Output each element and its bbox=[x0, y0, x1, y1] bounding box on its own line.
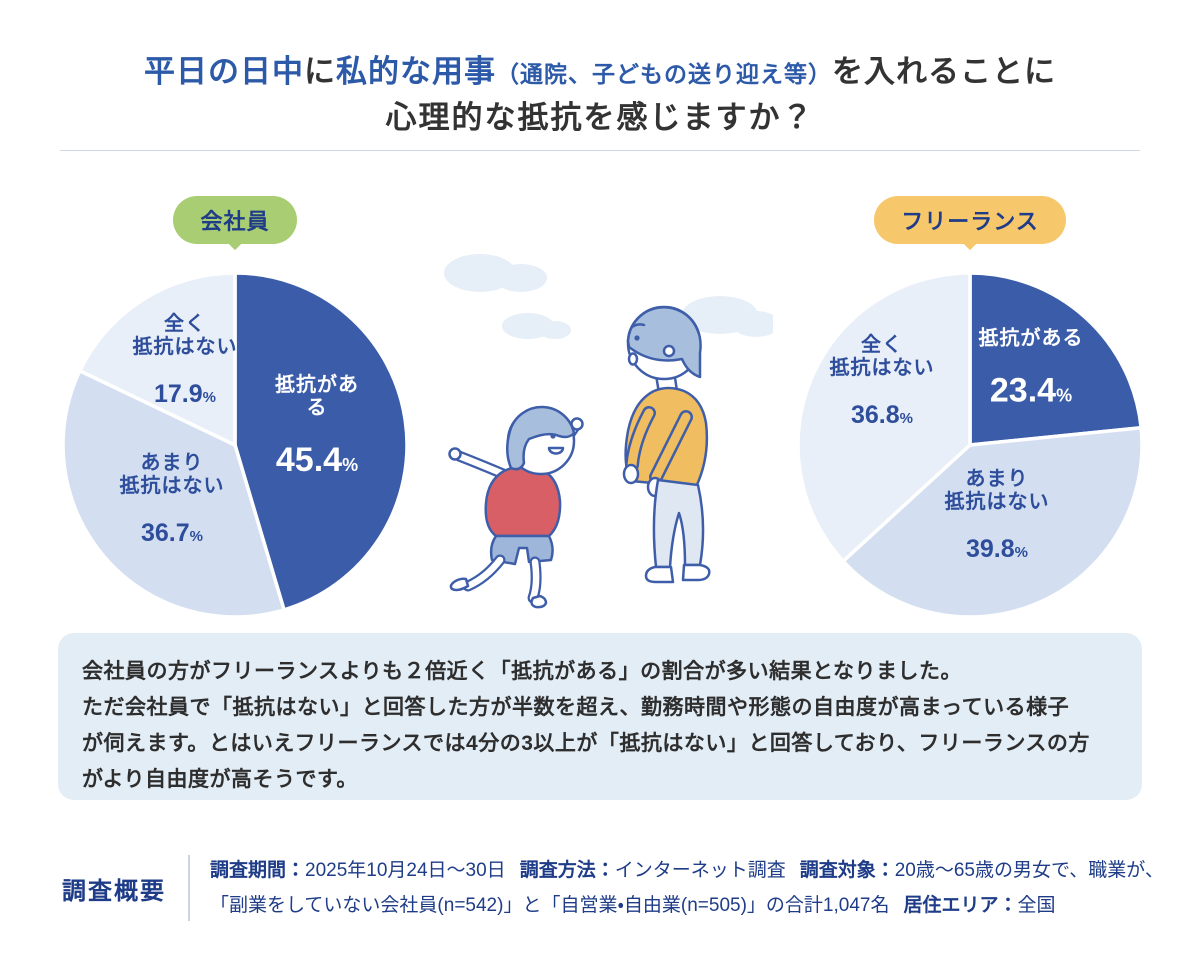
pie-chart-employee: 抵抗がある 45.4% あまり 抵抗はない 36.7% 全く 抵抗はない 17.… bbox=[60, 270, 410, 620]
pie-slice bbox=[61, 369, 286, 619]
pie-slice-label: あまり 抵抗はない 39.8% bbox=[944, 468, 1050, 563]
pie-slice bbox=[796, 271, 972, 563]
badge-area-employee: 会社員 bbox=[60, 196, 410, 270]
title-divider bbox=[60, 150, 1140, 151]
summary-line: ただ会社員で「抵抗はない」と回答した方が半数を超え、勤務時間や形態の自由度が高ま… bbox=[82, 696, 1070, 719]
child-figure bbox=[448, 405, 584, 609]
pie-slice-label: あまり 抵抗はない 36.7% bbox=[119, 452, 225, 547]
pie-chart-freelance: 抵抗がある 23.4% あまり 抵抗はない 39.8% 全く 抵抗はない 36.… bbox=[795, 270, 1145, 620]
title-segment: に bbox=[304, 54, 336, 89]
survey-line-1: 調査期間：2025年10月24日～30日 調査方法：インターネット調査 調査対象：2… bbox=[210, 853, 1164, 888]
adult-figure bbox=[622, 305, 711, 584]
summary-line: が伺えます。とはいえフリーランスでは4分の3以上が「抵抗はない」と回答しており、… bbox=[82, 732, 1090, 755]
title-segment: （通院、子どもの送り迎え等） bbox=[496, 61, 832, 87]
summary-line: がより自由度が高そうです。 bbox=[82, 768, 358, 791]
survey-heading: 調査概要 bbox=[62, 877, 166, 905]
chart-group-freelance: フリーランス 抵抗がある 23.4% あまり 抵抗はない 39.8% 全く 抵抗… bbox=[795, 196, 1145, 620]
page-title: 平日の日中に私的な用事（通院、子どもの送り迎え等）を入れることに 心理的な抵抗を… bbox=[0, 50, 1200, 140]
pie-svg-freelance bbox=[796, 271, 1144, 619]
survey-field: 「副業をしていない会社員(n=542)」と「自営業・自由業(n=505)」の合計… bbox=[210, 895, 890, 916]
group-badge-employee: 会社員 bbox=[173, 196, 297, 244]
survey-line-2: 「副業をしていない会社員(n=542)」と「自営業・自由業(n=505)」の合計… bbox=[210, 888, 1164, 923]
pie-slice bbox=[233, 271, 409, 612]
pie-slice-label: 抵抗がある 23.4% bbox=[978, 327, 1084, 410]
title-line-1: 平日の日中に私的な用事（通院、子どもの送り迎え等）を入れることに bbox=[0, 50, 1200, 96]
parent-child-illustration bbox=[444, 254, 773, 609]
title-segment: 私的な用事 bbox=[336, 54, 496, 89]
pie-svg-employee bbox=[61, 271, 409, 619]
pie-slice bbox=[968, 271, 1143, 447]
survey-overview: 調査概要 調査期間：2025年10月24日～30日 調査方法：インターネット調査調… bbox=[62, 853, 1164, 923]
pie-slice-label: 全く 抵抗はない 17.9% bbox=[132, 313, 238, 408]
survey-field: 調査対象：20歳～65歳の男女で、職業が、 bbox=[799, 860, 1164, 881]
cloud-icon bbox=[444, 254, 773, 339]
pie-slice-label: 抵抗がある 45.4% bbox=[275, 374, 359, 479]
summary-box: 会社員の方がフリーランスよりも２倍近く「抵抗がある」の割合が多い結果となりました… bbox=[58, 633, 1142, 800]
survey-field: 調査方法：インターネット調査 bbox=[519, 860, 786, 881]
survey-details: 調査期間：2025年10月24日～30日 調査方法：インターネット調査 調査対象：2… bbox=[190, 853, 1164, 923]
survey-field: 居住エリア：全国 bbox=[903, 895, 1056, 916]
pie-slice bbox=[841, 425, 1144, 619]
group-badge-freelance: フリーランス bbox=[874, 196, 1066, 244]
title-segment: を入れることに bbox=[832, 54, 1056, 89]
title-segment: 平日の日中 bbox=[144, 54, 304, 89]
chart-group-employee: 会社員 抵抗がある 45.4% あまり 抵抗はない 36.7% 全く 抵抗はない… bbox=[60, 196, 410, 620]
survey-divider bbox=[188, 855, 190, 921]
pie-slice-label: 全く 抵抗はない 36.8% bbox=[829, 334, 935, 429]
badge-area-freelance: フリーランス bbox=[795, 196, 1145, 270]
summary-line: 会社員の方がフリーランスよりも２倍近く「抵抗がある」の割合が多い結果となりました… bbox=[82, 660, 963, 683]
pie-slice bbox=[78, 271, 237, 447]
title-line-2: 心理的な抵抗を感じますか？ bbox=[385, 100, 815, 135]
survey-field: 調査期間：2025年10月24日～30日 bbox=[210, 860, 506, 881]
